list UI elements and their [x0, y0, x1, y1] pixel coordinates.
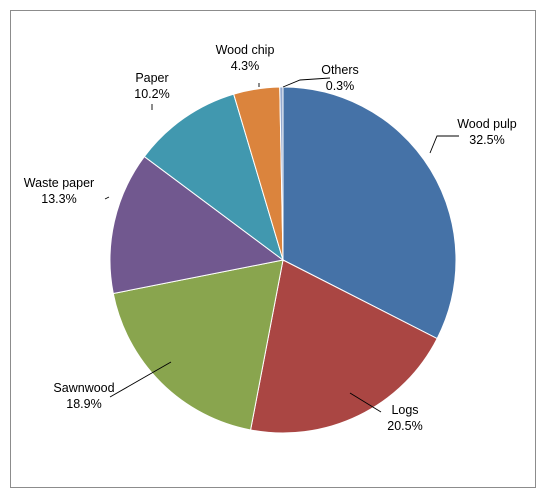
slice-value-paper: 10.2% — [134, 87, 169, 101]
slice-label-wood-pulp: Wood pulp — [457, 117, 517, 131]
leader-line-logs — [349, 392, 382, 413]
slice-label-logs: Logs — [391, 403, 418, 417]
slice-value-others: 0.3% — [326, 79, 355, 93]
pie-slice-waste-paper — [109, 155, 285, 295]
data-labels: Wood pulp 32.5% Logs 20.5% Sawnwood 18.9% Wast… — [24, 43, 517, 433]
pie-slice-paper — [143, 93, 284, 262]
slice-label-waste-paper: Waste paper — [24, 176, 94, 190]
slice-label-others: Others — [321, 63, 359, 77]
slice-value-wood-chip: 4.3% — [231, 59, 260, 73]
slice-value-waste-paper: 13.3% — [41, 192, 76, 206]
pie-slice-logs — [249, 259, 438, 434]
pie-slice-others — [279, 86, 284, 261]
slice-label-sawnwood: Sawnwood — [53, 381, 114, 395]
leader-lines — [104, 77, 459, 413]
leader-line-others — [282, 77, 331, 88]
leader-line-wood-pulp — [429, 135, 459, 154]
leader-line-sawnwood — [109, 361, 172, 398]
pie-slice-wood-pulp — [282, 86, 457, 340]
pie-slice-sawnwood — [112, 259, 284, 431]
pie-slices — [109, 86, 457, 434]
slice-value-logs: 20.5% — [387, 419, 422, 433]
slice-value-sawnwood: 18.9% — [66, 397, 101, 411]
slice-label-wood-chip: Wood chip — [216, 43, 275, 57]
slice-label-paper: Paper — [135, 71, 168, 85]
slice-value-wood-pulp: 32.5% — [469, 133, 504, 147]
leader-line-waste-paper — [104, 196, 110, 200]
